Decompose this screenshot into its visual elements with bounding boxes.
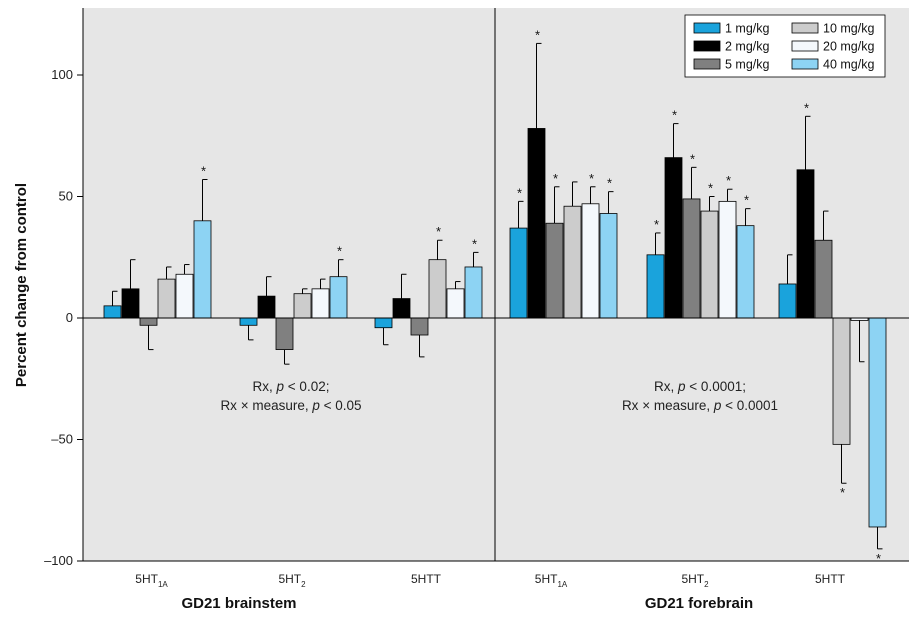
y-axis-label: Percent change from control — [13, 183, 30, 387]
significance-marker: * — [690, 151, 695, 166]
legend-label: 1 mg/kg — [725, 22, 770, 36]
bar — [563, 205, 582, 319]
category-label: 5HT1A — [135, 572, 168, 589]
legend-swatch — [693, 22, 721, 34]
bar — [581, 203, 600, 319]
significance-marker: * — [744, 193, 749, 208]
bar — [193, 220, 212, 319]
bar — [410, 317, 429, 336]
significance-marker: * — [840, 485, 845, 500]
bar — [832, 317, 851, 445]
legend-label: 10 mg/kg — [823, 22, 874, 36]
stats-annotation: Rx, p < 0.0001; — [654, 379, 746, 394]
bar — [736, 225, 755, 319]
legend-swatch — [693, 58, 721, 70]
bar — [545, 222, 564, 319]
significance-marker: * — [607, 176, 612, 191]
panel-title: GD21 forebrain — [645, 595, 753, 612]
plot-background — [83, 8, 909, 561]
significance-marker: * — [726, 173, 731, 188]
bar — [796, 169, 815, 319]
bar — [646, 254, 665, 319]
bar — [464, 266, 483, 319]
y-tick-label: –50 — [51, 432, 73, 447]
legend-swatch — [791, 58, 819, 70]
bar — [868, 317, 887, 528]
category-label: 5HTT — [411, 572, 442, 586]
significance-marker: * — [201, 163, 206, 178]
bar — [121, 288, 140, 319]
y-tick-label: 100 — [51, 67, 73, 82]
category-label: 5HT1A — [535, 572, 568, 589]
bar — [311, 288, 330, 319]
category-label: 5HTT — [815, 572, 846, 586]
legend-label: 20 mg/kg — [823, 40, 874, 54]
bar — [682, 198, 701, 319]
significance-marker: * — [672, 108, 677, 123]
legend-label: 40 mg/kg — [823, 58, 874, 72]
bar — [446, 288, 465, 319]
bar — [175, 273, 194, 319]
significance-marker: * — [876, 551, 881, 566]
bar — [103, 305, 122, 319]
significance-marker: * — [708, 181, 713, 196]
bar — [329, 276, 348, 319]
significance-marker: * — [517, 185, 522, 200]
y-tick-label: –100 — [44, 553, 73, 568]
bar — [814, 239, 833, 319]
stats-annotation: Rx × measure, p < 0.05 — [220, 398, 361, 413]
bar — [239, 317, 258, 326]
significance-marker: * — [535, 27, 540, 42]
legend-label: 2 mg/kg — [725, 40, 770, 54]
significance-marker: * — [589, 171, 594, 186]
legend: 1 mg/kg 2 mg/kg 5 mg/kg 10 mg/kg 20 mg/kg 40 … — [684, 14, 886, 78]
significance-marker: * — [436, 224, 441, 239]
panel-title: GD21 brainstem — [181, 595, 296, 612]
bar — [509, 227, 528, 319]
y-tick-label: 50 — [59, 189, 73, 204]
bar — [718, 200, 737, 319]
significance-marker: * — [337, 244, 342, 259]
axes-layer: 100 50 0 –50 –100 5HT1A 5HT2 5HTT GD21 brainstem… — [44, 8, 909, 612]
bar — [392, 298, 411, 319]
legend-label: 5 mg/kg — [725, 58, 770, 72]
bar — [293, 293, 312, 319]
y-tick-label: 0 — [66, 310, 73, 325]
bar — [428, 259, 447, 319]
legend-swatch — [791, 40, 819, 52]
bar — [139, 317, 158, 326]
bar — [527, 128, 546, 319]
stats-annotation: Rx, p < 0.02; — [253, 379, 330, 394]
category-label: 5HT2 — [681, 572, 709, 589]
significance-marker: * — [553, 171, 558, 186]
legend-swatch — [791, 22, 819, 34]
bars-layer: * * * * * * * * * * * * * * * * * * — [103, 27, 887, 566]
legend-swatch — [693, 40, 721, 52]
stats-annotation: Rx × measure, p < 0.0001 — [622, 398, 778, 413]
significance-marker: * — [654, 217, 659, 232]
bar — [257, 295, 276, 319]
bar — [664, 157, 683, 319]
category-label: 5HT2 — [278, 572, 306, 589]
bar — [599, 213, 618, 319]
bar — [778, 283, 797, 319]
bar — [275, 317, 294, 350]
bar — [157, 278, 176, 319]
bar — [700, 210, 719, 319]
significance-marker: * — [472, 236, 477, 251]
significance-marker: * — [804, 100, 809, 115]
bar — [374, 317, 393, 329]
